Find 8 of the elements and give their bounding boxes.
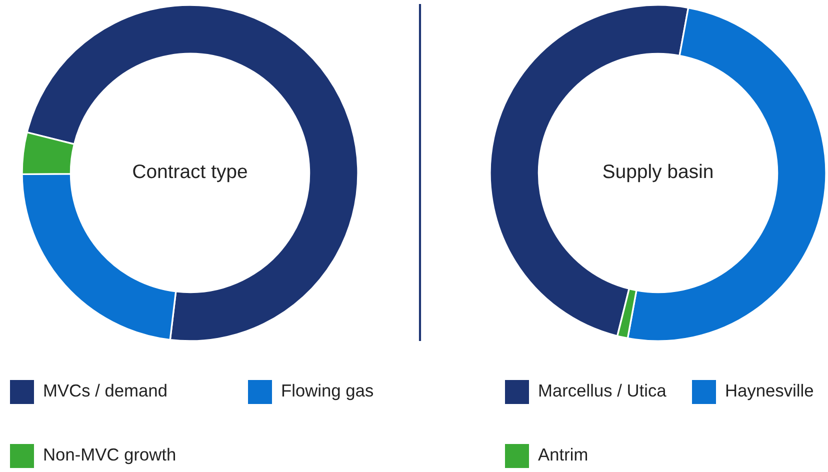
slice-label: Marcellus / Utica [539, 384, 666, 397]
legend-label: Haynesville [726, 384, 813, 400]
legend-label: Non-MVC growth [44, 448, 176, 464]
legend-label: Flowing gas [282, 384, 374, 400]
legend-label: Antrim [538, 448, 588, 461]
legend-label: MVCs / demand [44, 384, 166, 397]
text: Supply basin [603, 164, 712, 182]
text: Contract type [133, 164, 247, 182]
